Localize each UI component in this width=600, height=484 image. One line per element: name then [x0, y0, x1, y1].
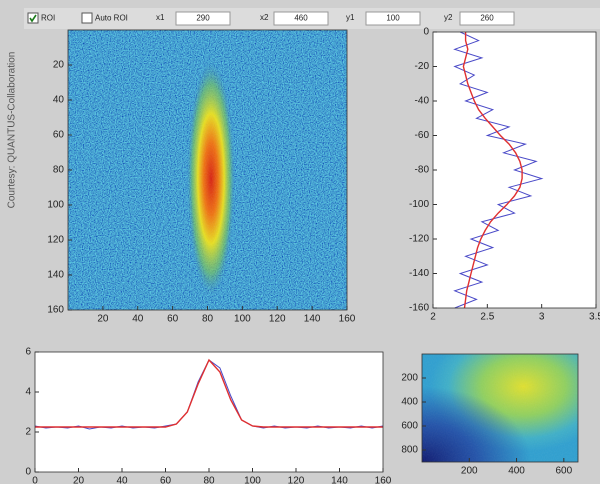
y-tick-label: -160: [409, 303, 429, 314]
y-tick-label: -60: [415, 130, 430, 141]
x-tick-label: 3.5: [589, 312, 600, 323]
y-tick-label: 20: [53, 60, 65, 71]
x-tick-label: 20: [97, 314, 109, 325]
input-field[interactable]: [365, 11, 421, 26]
y-tick-label: 160: [47, 305, 64, 316]
x-tick-label: 120: [269, 314, 286, 325]
checkbox-label: Auto ROI: [95, 14, 128, 23]
plot-frame: [421, 353, 579, 463]
image-grain: [422, 354, 578, 462]
x-tick-label: 2: [430, 312, 436, 323]
x-tick-label: 40: [132, 314, 144, 325]
x-tick-label: 200: [461, 466, 478, 477]
field-label: y2: [444, 13, 453, 22]
y-tick-label: 60: [53, 130, 65, 141]
x-tick-label: 140: [304, 314, 321, 325]
input-field[interactable]: [175, 11, 231, 26]
field-label: x2: [260, 13, 269, 22]
x-tick-label: 3: [539, 312, 545, 323]
x-tick-label: 100: [234, 314, 251, 325]
x-tick-label: 600: [555, 466, 572, 477]
image-grain: [68, 30, 347, 310]
check-mark: [29, 14, 37, 23]
profile-line: [462, 32, 523, 309]
x-tick-label: 40: [116, 476, 128, 484]
y-tick-label: 40: [53, 95, 65, 106]
y-tick-label: 4: [25, 387, 31, 398]
checkbox[interactable]: [27, 12, 39, 24]
y-tick-label: 120: [47, 235, 64, 246]
y-tick-label: 200: [401, 373, 418, 384]
y-tick-label: 400: [401, 397, 418, 408]
plot: 200 400 600 200 400 600 800: [401, 353, 579, 477]
x-tick-label: 2.5: [480, 312, 494, 323]
y-tick-label: 6: [25, 347, 31, 358]
y-tick-label: 800: [401, 445, 418, 456]
x-tick-label: 140: [331, 476, 348, 484]
y-tick-label: 80: [53, 165, 65, 176]
field-label: x1: [156, 13, 165, 22]
field-value: 100: [386, 14, 400, 23]
y-tick-label: -140: [409, 268, 429, 279]
y-tick-label: 0: [423, 27, 429, 38]
x-tick-label: 80: [203, 476, 215, 484]
checkbox-label: ROI: [41, 14, 55, 23]
plot: 0 20 40 60 80 100 120 140 160 0 2 4 6: [25, 347, 391, 484]
x-tick-label: 60: [160, 476, 172, 484]
y-tick-label: 0: [25, 467, 31, 478]
y-tick-label: -100: [409, 199, 429, 210]
y-tick-label: -20: [415, 61, 430, 72]
x-tick-label: 60: [167, 314, 179, 325]
field-value: 290: [196, 14, 210, 23]
x-tick-label: 0: [32, 476, 38, 484]
y-tick-label: 140: [47, 270, 64, 281]
checkbox[interactable]: [81, 12, 93, 24]
y-tick-label: -40: [415, 96, 430, 107]
plot: 20 40 60 80 100 120 140 160 20 40 60 80 100 120 140 160: [47, 29, 356, 325]
y-tick-label: 600: [401, 421, 418, 432]
x-tick-label: 20: [73, 476, 85, 484]
x-tick-label: 400: [508, 466, 525, 477]
field-value: 460: [294, 14, 308, 23]
x-tick-label: 160: [375, 476, 392, 484]
field-label: y1: [346, 13, 355, 22]
field-value: 260: [480, 14, 494, 23]
profile-line: [35, 358, 383, 428]
y-tick-label: 100: [47, 200, 64, 211]
x-tick-label: 80: [202, 314, 214, 325]
y-tick-label: -80: [415, 165, 430, 176]
x-tick-label: 160: [339, 314, 356, 325]
x-tick-label: 100: [244, 476, 261, 484]
y-tick-label: -120: [409, 234, 429, 245]
y-tick-label: 2: [25, 427, 31, 438]
plot-area: [35, 352, 383, 472]
toolbar-controls: ROI Auto ROI x1 290 x2 460 y1 100 y2 260: [27, 11, 515, 26]
input-field[interactable]: [273, 11, 329, 26]
credit: Courtesy: QUANTUS-Collaboration: [7, 52, 18, 209]
plot: 2 2.5 3 3.5 0 -20 -40 -60 -80 -100 -120 -140 -160: [409, 27, 600, 323]
profile-line: [453, 31, 544, 309]
input-field[interactable]: [459, 11, 515, 26]
x-tick-label: 120: [288, 476, 305, 484]
